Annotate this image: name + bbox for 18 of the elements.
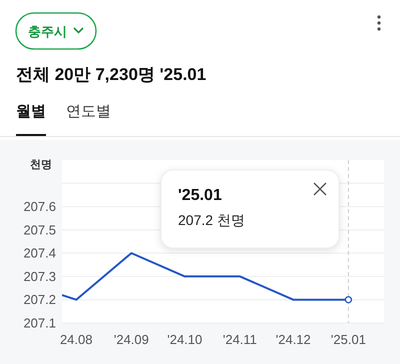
chart-title: 충주시 [28, 24, 67, 39]
x-tick-label: '24.10 [167, 332, 202, 347]
y-tick-label: 207.5 [23, 222, 56, 238]
x-tick-label: 24.08 [60, 332, 93, 347]
y-tick-label: 207.3 [23, 268, 56, 284]
y-tick-label: 207.1 [23, 316, 56, 330]
y-tick-label: 207.4 [23, 246, 56, 261]
y-axis-title: 천명 [30, 159, 52, 171]
x-tick-label: '25.01 [330, 332, 366, 347]
x-tick-label: '24.11 [222, 332, 257, 347]
text: 연도별 [66, 103, 111, 120]
x-tick-label: '24.09 [114, 332, 149, 347]
text: 월별 [16, 103, 46, 120]
annotation: '25.01 207.2 천명 [178, 187, 245, 228]
x-tick-label: '24.12 [276, 332, 311, 347]
y-tick-label: 207.6 [23, 199, 56, 214]
y-tick-label: 207.2 [23, 292, 56, 308]
chart-subtitle: 전체 20만 7,230명 '25.01 [16, 65, 206, 84]
